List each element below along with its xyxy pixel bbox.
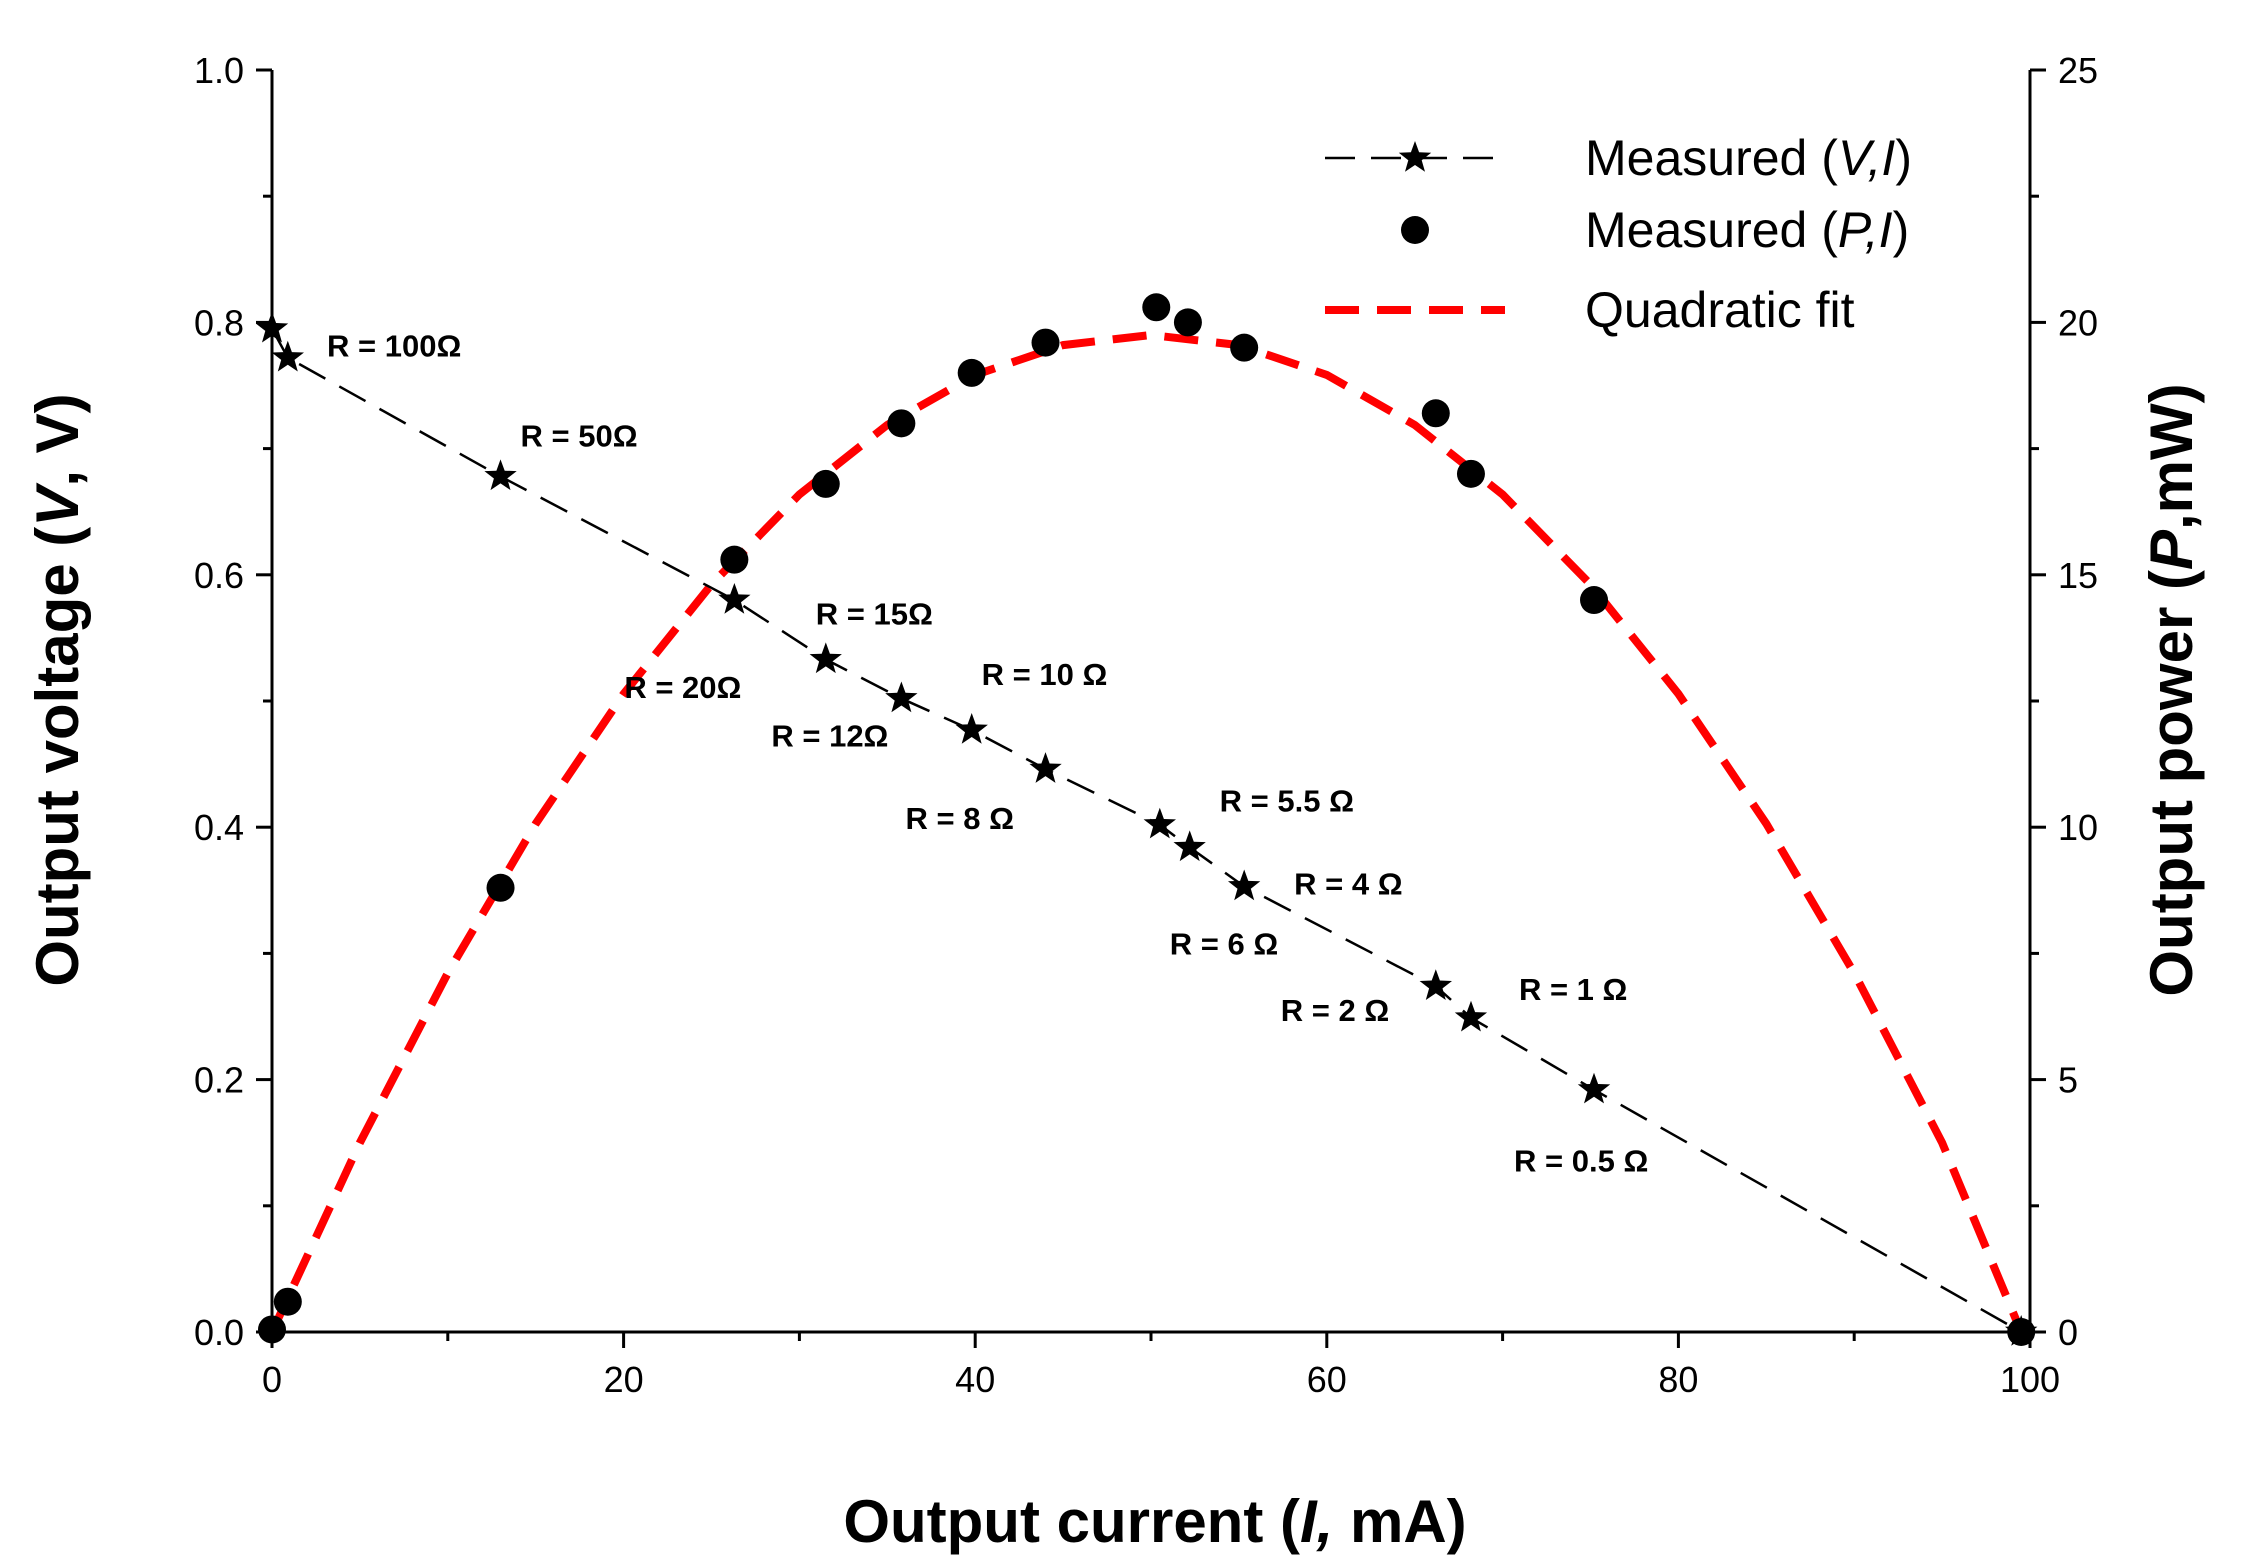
resistance-label: R = 10 Ω	[982, 657, 1108, 692]
measured-pi-point	[486, 873, 515, 902]
measured-vi-point	[809, 642, 842, 674]
left-y-tick-label: 0.6	[194, 555, 244, 596]
x-axis-title: Output current (I, mA)	[843, 1488, 1466, 1555]
x-tick-label: 100	[2000, 1359, 2060, 1400]
resistance-label: R = 1 Ω	[1519, 972, 1627, 1007]
measured-vi-point	[955, 713, 988, 744]
resistance-label: R = 15Ω	[816, 596, 933, 631]
measured-vi-point	[1454, 1000, 1488, 1032]
resistance-label: R = 4 Ω	[1294, 867, 1402, 902]
measured-vi-point	[1577, 1072, 1611, 1104]
legend-pi-circle	[1401, 216, 1429, 244]
resistance-label: R = 100Ω	[327, 329, 461, 364]
measured-vi-point	[484, 459, 517, 491]
right-y-tick-label: 10	[2058, 807, 2098, 848]
annotations: R = 100Ω R = 50Ω R = 20Ω R = 15Ω R = 12Ω R = …	[327, 329, 1648, 1179]
measured-vi-point	[1228, 869, 1261, 901]
measured-vi-point	[1419, 969, 1452, 1000]
measured-pi-point	[720, 545, 749, 574]
resistance-label: R = 5.5 Ω	[1220, 783, 1354, 818]
right-y-tick-label: 25	[2058, 50, 2098, 91]
measured-vi-point	[718, 583, 751, 614]
measured-pi-point	[811, 469, 840, 498]
left-y-tick-label: 0.4	[194, 807, 244, 848]
x-tick-label: 80	[1658, 1359, 1698, 1400]
left-y-tick-label: 1.0	[194, 50, 244, 91]
left-y-tick-label: 0.0	[194, 1312, 244, 1353]
measured-vi-point	[271, 340, 304, 372]
left-y-axis-title: Output voltage (V, V)	[24, 393, 91, 986]
measured-pi-point	[1456, 459, 1485, 488]
legend-vi-star	[1398, 141, 1432, 172]
resistance-label: R = 6 Ω	[1170, 927, 1278, 962]
resistance-label: R = 12Ω	[771, 718, 888, 753]
measured-vi-line	[270, 328, 2022, 1334]
left-y-tick-label: 0.2	[194, 1060, 244, 1101]
resistance-label: R = 50Ω	[521, 418, 638, 453]
measured-vi-point	[255, 311, 289, 343]
measured-pi-point	[1580, 586, 1609, 615]
right-y-tick-label: 20	[2058, 302, 2098, 343]
series-layer	[255, 293, 2038, 1346]
x-tick-label: 0	[262, 1359, 282, 1400]
resistance-label: R = 8 Ω	[906, 801, 1014, 836]
measured-vi-point	[2005, 1315, 2038, 1346]
quadratic-fit-line	[268, 330, 2025, 1334]
right-y-tick-label: 15	[2058, 555, 2098, 596]
measured-vi-point	[1173, 830, 1206, 862]
resistance-label: R = 2 Ω	[1281, 993, 1389, 1028]
right-y-tick-label: 0	[2058, 1312, 2078, 1353]
measured-vi-point	[1143, 807, 1176, 839]
measured-pi-point	[887, 409, 916, 438]
measured-pi-point	[1142, 293, 1171, 322]
x-tick-label: 60	[1307, 1359, 1347, 1400]
legend: Measured (V,I) Measured (P,I) Quadratic fi…	[1325, 130, 1912, 338]
measured-pi-point	[1173, 308, 1202, 337]
right-y-tick-label: 5	[2058, 1060, 2078, 1101]
legend-label: Quadratic fit	[1585, 282, 1855, 338]
legend-label: Measured (V,I)	[1585, 130, 1912, 186]
x-tick-label: 40	[955, 1359, 995, 1400]
left-y-tick-label: 0.8	[194, 302, 244, 343]
measured-pi-point	[1421, 399, 1450, 428]
x-tick-label: 20	[604, 1359, 644, 1400]
measured-pi-point	[273, 1287, 302, 1316]
measured-pi-point	[957, 358, 986, 387]
legend-label: Measured (P,I)	[1585, 202, 1909, 258]
right-y-axis-title: Output power (P,mW)	[2138, 383, 2205, 996]
measured-pi-point	[1230, 333, 1259, 362]
measured-vi-point	[885, 681, 918, 713]
measured-vi-point	[1029, 752, 1062, 783]
resistance-label: R = 20Ω	[624, 670, 741, 705]
measured-pi-point	[258, 1315, 286, 1344]
resistance-label: R = 0.5 Ω	[1514, 1144, 1648, 1179]
axes: 0 20 40 60 80 100 0.0 0.2 0.4 0.6 0.8 1.0 0 5 10 15 20 25	[194, 50, 2098, 1400]
measured-pi-point	[1031, 328, 1060, 357]
